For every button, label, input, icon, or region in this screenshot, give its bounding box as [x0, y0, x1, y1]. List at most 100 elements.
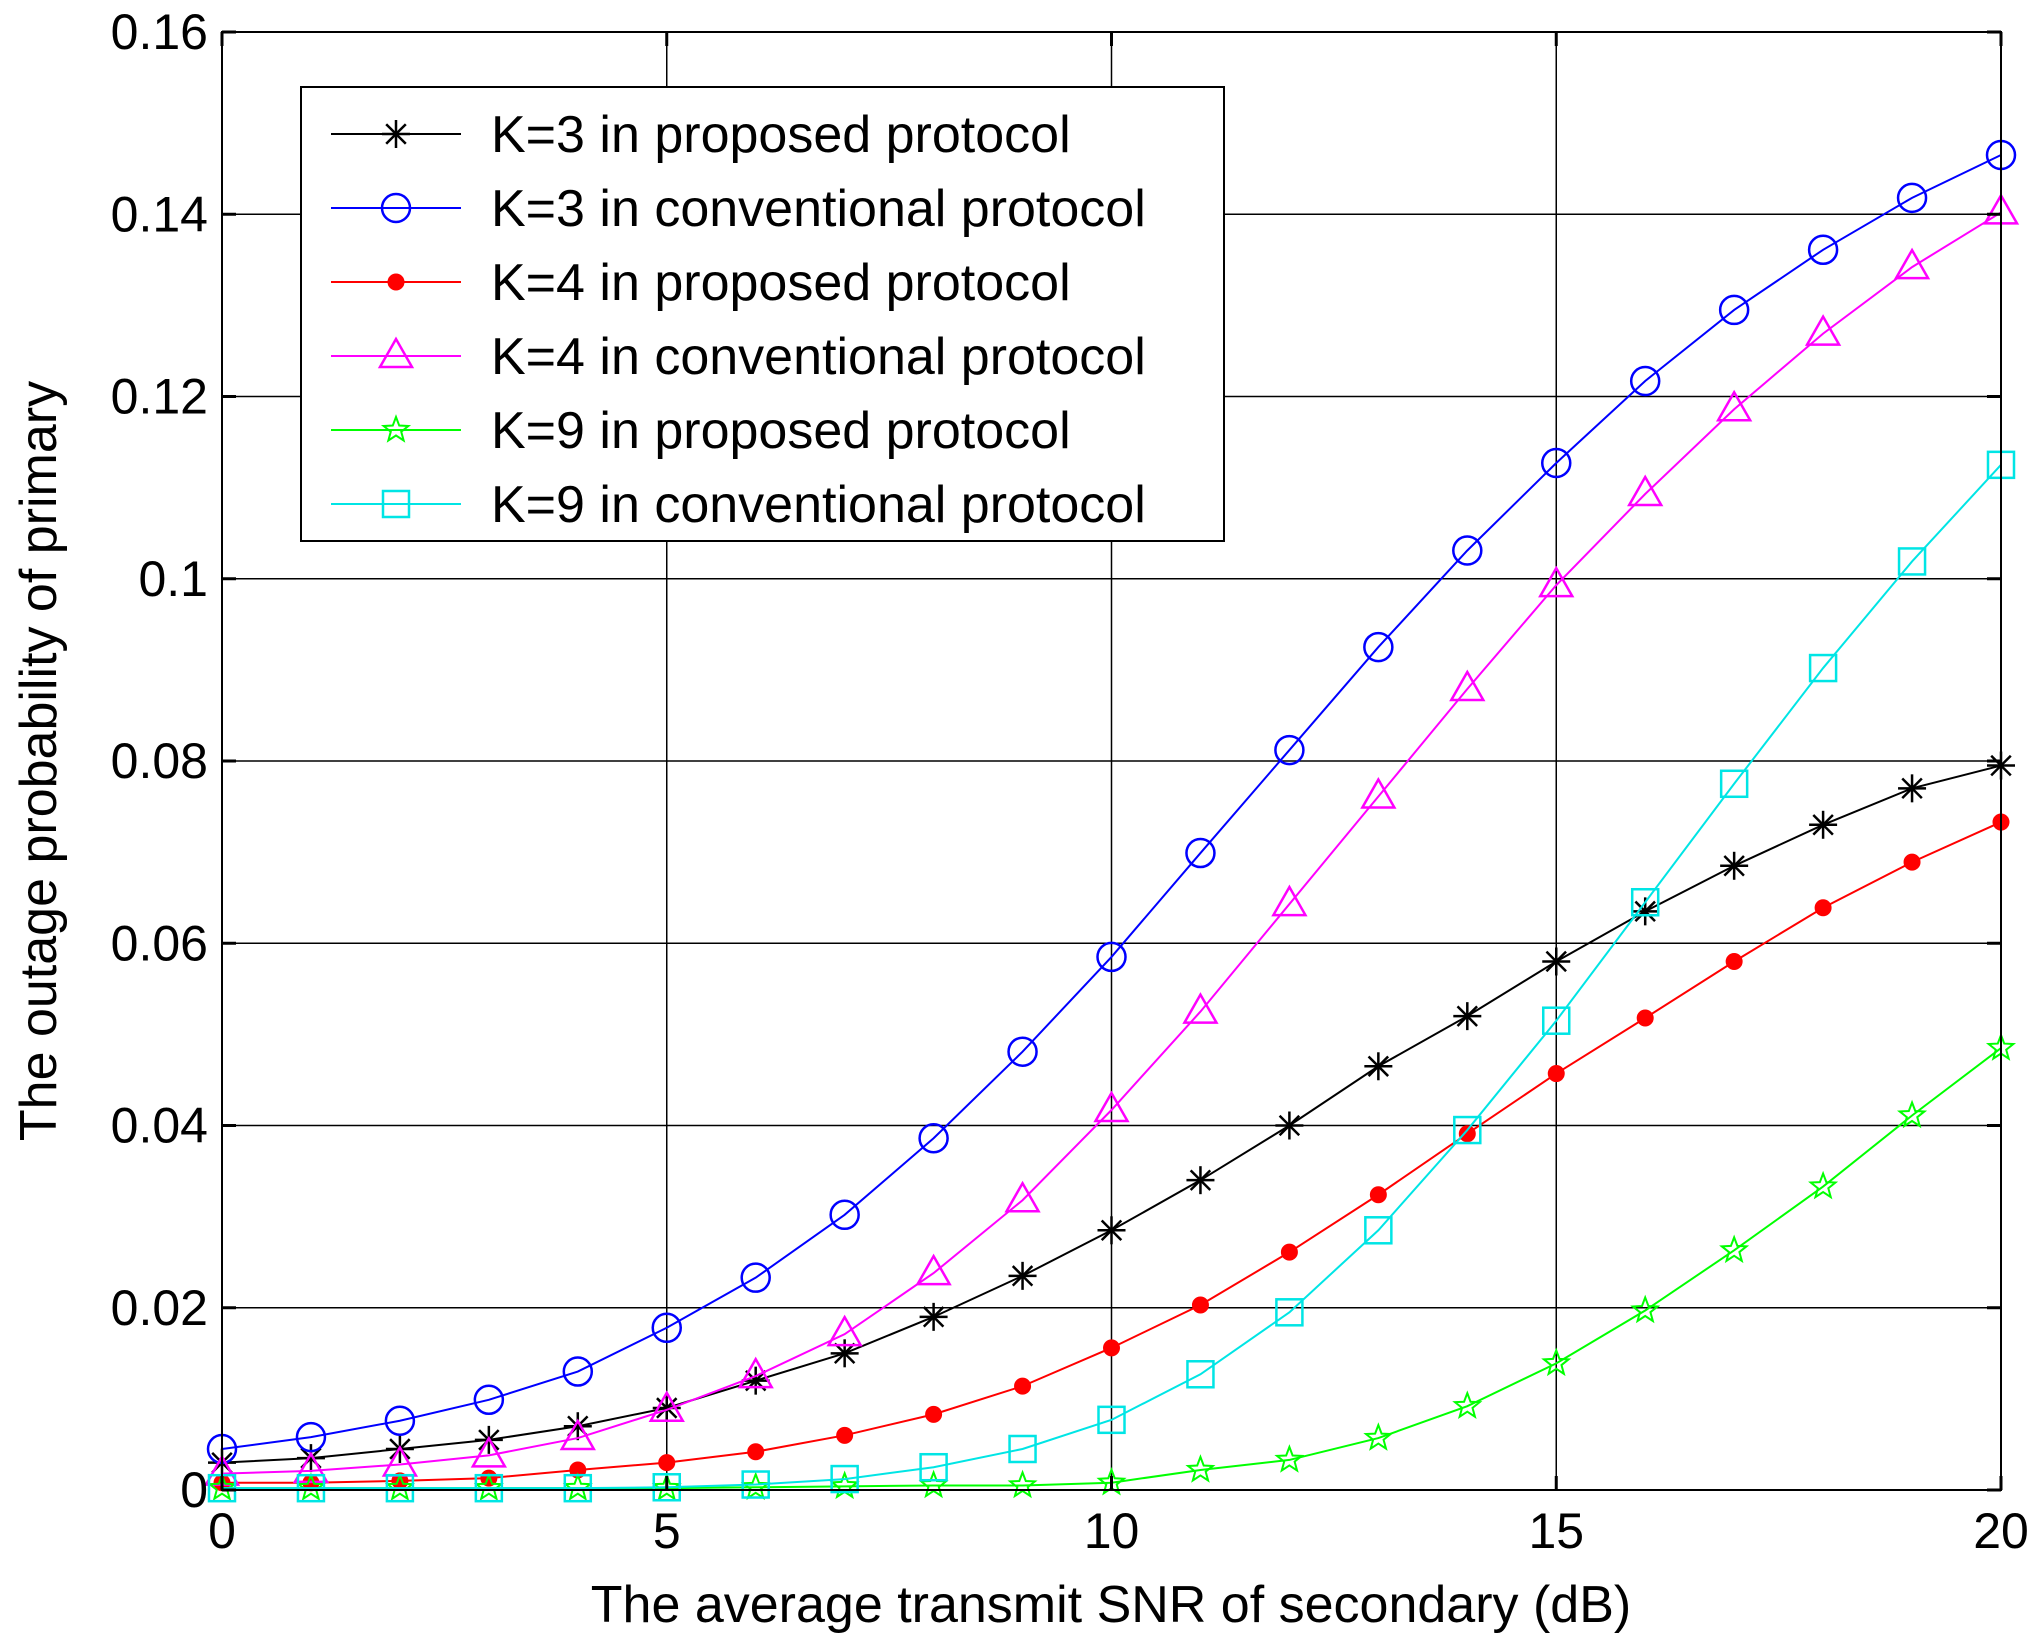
star-marker [1452, 1390, 1483, 1419]
square-marker [652, 1473, 681, 1502]
circle-marker [1452, 535, 1483, 566]
circle-marker [1096, 941, 1127, 973]
dot-marker [387, 273, 405, 291]
square-marker [1542, 1006, 1571, 1035]
circle-marker [1007, 1036, 1038, 1067]
square-marker [1453, 1115, 1482, 1145]
star-marker [384, 1472, 415, 1501]
circle-marker [1896, 182, 1928, 214]
axis-ticks: 0 5 10 15 20 0 0.02 0.04 0.06 0.08 0.1 0.12 0.14 0.16 [111, 4, 2029, 1559]
triangle-marker [1182, 992, 1219, 1024]
y-tick-label: 0.04 [111, 1098, 208, 1154]
y-tick-label: 0.12 [111, 369, 208, 425]
circle-marker [1185, 837, 1216, 869]
asterisk-marker-stroke [1812, 814, 1834, 836]
y-axis-label: The outage probability of primary [10, 381, 68, 1141]
triangle-marker [1271, 884, 1308, 917]
y-tick-label: 0.16 [111, 4, 208, 60]
square-marker [919, 1452, 948, 1482]
asterisk-marker-stroke [1901, 777, 1923, 800]
star-marker [1630, 1294, 1661, 1324]
series-line [221, 154, 2002, 1450]
asterisk-marker-stroke [1545, 950, 1567, 973]
star-marker [473, 1472, 504, 1501]
asterisk-marker-stroke [922, 1306, 945, 1328]
triangle-marker [648, 1390, 685, 1423]
x-tick-label: 15 [1528, 1503, 1584, 1559]
star-marker [1185, 1454, 1216, 1483]
series-4 [203, 192, 2020, 1486]
legend-item: K=9 in conventional protocol [331, 476, 1146, 534]
dot-marker [1280, 1243, 1298, 1261]
triangle-marker [1627, 474, 1664, 507]
dot-marker [747, 1443, 765, 1461]
circle-marker [1807, 234, 1839, 266]
dot-marker [836, 1426, 854, 1444]
circle-marker [384, 1405, 416, 1436]
triangle-marker [1449, 669, 1486, 702]
dot-marker [1814, 899, 1832, 917]
star-marker [1541, 1347, 1572, 1377]
square-marker [830, 1464, 859, 1494]
square-marker [296, 1473, 326, 1503]
dot-marker [1103, 1339, 1120, 1357]
dot-marker [1725, 952, 1743, 970]
square-marker [1808, 653, 1838, 683]
circle-marker [918, 1123, 949, 1154]
triangle-marker [1893, 247, 1931, 280]
circle-marker [380, 192, 412, 224]
asterisk-marker-stroke [1278, 1114, 1301, 1137]
triangle-marker [292, 1451, 330, 1484]
circle-marker [740, 1262, 771, 1293]
circle-marker [1629, 365, 1661, 397]
square-marker [1364, 1216, 1393, 1245]
dot-marker [1547, 1065, 1565, 1083]
circle-marker [295, 1421, 327, 1453]
star-marker [380, 414, 412, 443]
asterisk-marker-stroke [1456, 1005, 1478, 1027]
triangle-marker [1715, 389, 1753, 422]
legend-item: K=4 in proposed protocol [331, 254, 1071, 312]
square-marker [1186, 1360, 1215, 1389]
series-line [222, 464, 2002, 1490]
star-marker [651, 1472, 682, 1501]
asterisk-marker-stroke [833, 1342, 856, 1364]
legend-item: K=4 in conventional protocol [331, 328, 1146, 386]
x-tick-label: 20 [1973, 1503, 2029, 1559]
legend-label: K=3 in proposed protocol [491, 106, 1071, 164]
dot-marker [658, 1454, 676, 1472]
triangle-marker [1538, 565, 1575, 598]
triangle-marker [1804, 314, 1842, 346]
circle-marker [562, 1356, 594, 1387]
series-layer [203, 139, 2020, 1503]
asterisk-marker-stroke [1723, 855, 1745, 877]
legend-box [300, 86, 1225, 542]
square-marker [1275, 1298, 1304, 1327]
dot-marker [925, 1405, 943, 1423]
dot-marker [1191, 1296, 1209, 1314]
triangle-marker [826, 1314, 863, 1347]
asterisk-marker-stroke [1011, 1265, 1034, 1287]
dot-marker [1014, 1377, 1032, 1395]
star-marker [1808, 1170, 1839, 1200]
square-marker [1719, 769, 1749, 799]
star-marker [206, 1472, 238, 1501]
y-tick-label: 0.02 [111, 1280, 208, 1336]
triangle-marker [915, 1253, 952, 1286]
y-tick-label: 0.1 [138, 551, 208, 607]
square-marker [381, 489, 411, 519]
square-marker [1897, 547, 1927, 576]
circle-marker [651, 1312, 682, 1344]
legend-item: K=3 in conventional protocol [331, 180, 1146, 238]
star-marker [562, 1472, 593, 1501]
series-line [221, 211, 2002, 1475]
asterisk-marker-stroke [1100, 1219, 1123, 1241]
star-marker [1363, 1422, 1394, 1451]
square-marker [1008, 1434, 1037, 1464]
star-marker [740, 1471, 771, 1501]
circle-marker [829, 1199, 860, 1231]
circle-marker [1541, 447, 1572, 479]
circle-marker [473, 1384, 505, 1416]
square-marker [1097, 1405, 1126, 1435]
